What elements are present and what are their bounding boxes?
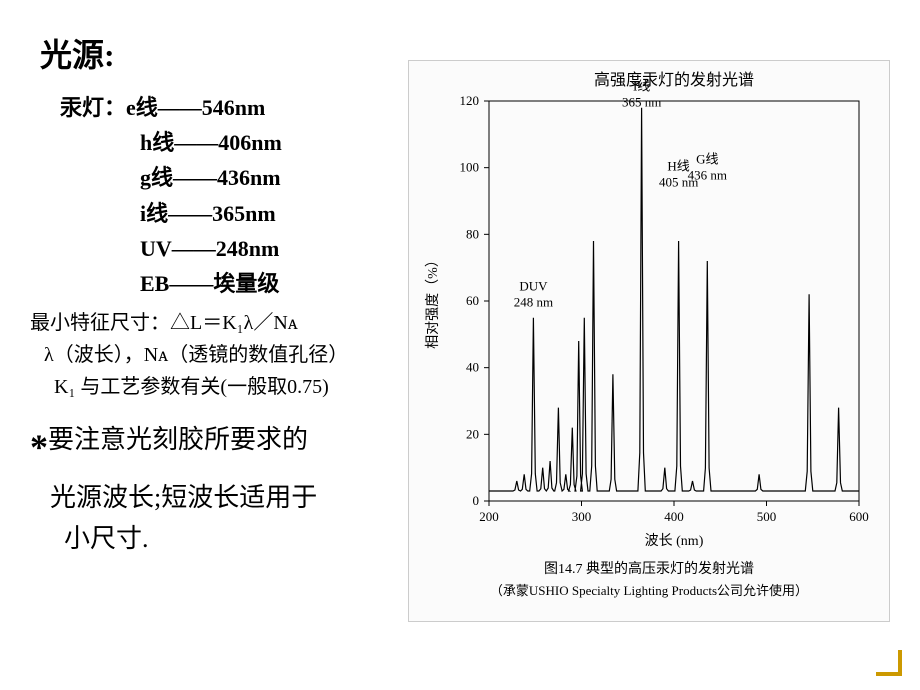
- source-line: 汞灯：e线——546nm: [60, 90, 390, 125]
- svg-text:（承蒙USHIO Specialty Lighting Pr: （承蒙USHIO Specialty Lighting Products公司允许…: [490, 583, 808, 598]
- note-line-2: 光源波长;短波长适用于: [50, 477, 390, 519]
- note-line-3: 小尺寸.: [64, 518, 390, 560]
- feature-size-block: 最小特征尺寸：△L＝K₁λ／Nᴀ λ（波长），Nᴀ（透镜的数值孔径） K₁ 与工…: [30, 307, 390, 403]
- svg-text:20: 20: [466, 426, 479, 441]
- svg-text:80: 80: [466, 226, 479, 241]
- corner-decoration-icon: [880, 654, 902, 676]
- svg-text:40: 40: [466, 360, 479, 375]
- feature-line-1: 最小特征尺寸：△L＝K₁λ／Nᴀ: [30, 307, 390, 339]
- svg-text:I线: I线: [633, 78, 650, 93]
- svg-text:DUV: DUV: [519, 278, 548, 293]
- svg-text:60: 60: [466, 293, 479, 308]
- svg-text:G线: G线: [696, 152, 718, 167]
- svg-text:436 nm: 436 nm: [688, 168, 727, 183]
- svg-text:图14.7 典型的高压汞灯的发射光谱: 图14.7 典型的高压汞灯的发射光谱: [544, 560, 754, 577]
- feature-line-3: K₁ 与工艺参数有关(一般取0.75): [54, 371, 390, 403]
- svg-text:100: 100: [460, 160, 480, 175]
- svg-text:300: 300: [572, 509, 592, 524]
- svg-text:200: 200: [479, 509, 499, 524]
- svg-text:高强度汞灯的发射光谱: 高强度汞灯的发射光谱: [594, 71, 754, 89]
- source-line: h线——406nm: [140, 125, 390, 160]
- feature-line-2: λ（波长），Nᴀ（透镜的数值孔径）: [44, 339, 390, 371]
- source-line: g线——436nm: [140, 160, 390, 195]
- left-column: 汞灯：e线——546nmh线——406nmg线——436nmi线——365nmU…: [30, 90, 390, 560]
- svg-text:248 nm: 248 nm: [514, 294, 553, 309]
- svg-text:波长 (nm): 波长 (nm): [645, 533, 704, 549]
- svg-text:相对强度（%）: 相对强度（%）: [425, 253, 441, 349]
- source-line: i线——365nm: [140, 196, 390, 231]
- svg-text:120: 120: [460, 93, 480, 108]
- note-line-1: 要注意光刻胶所要求的: [48, 425, 308, 454]
- source-line: EB——埃量级: [140, 266, 390, 301]
- spectrum-chart: 高强度汞灯的发射光谱 0 20 40 60 80 100 120 200 300 400 500 600…: [408, 60, 890, 622]
- svg-text:600: 600: [849, 509, 869, 524]
- svg-text:H线: H线: [667, 158, 689, 173]
- note-block: *要注意光刻胶所要求的 光源波长;短波长适用于 小尺寸.: [30, 419, 390, 560]
- source-line: UV——248nm: [140, 231, 390, 266]
- svg-text:500: 500: [757, 509, 777, 524]
- light-source-list: 汞灯：e线——546nmh线——406nmg线——436nmi线——365nmU…: [30, 90, 390, 301]
- note-star-icon: *: [30, 427, 48, 467]
- svg-text:0: 0: [473, 493, 480, 508]
- svg-text:365 nm: 365 nm: [622, 94, 661, 109]
- svg-text:400: 400: [664, 509, 684, 524]
